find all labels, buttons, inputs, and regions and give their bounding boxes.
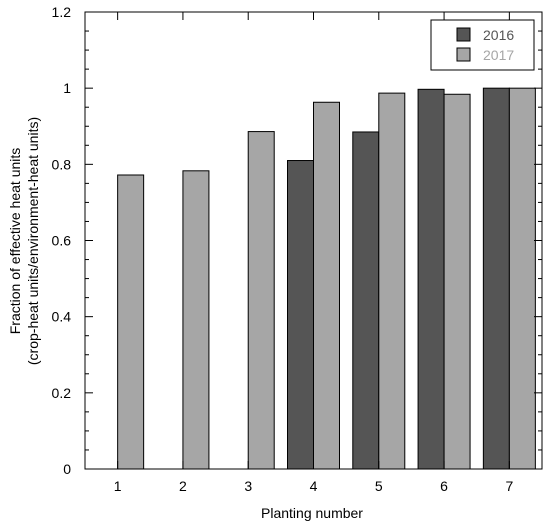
legend: 2016 2017 (430, 19, 535, 71)
legend-swatch-2016 (456, 27, 471, 42)
bar-2017-2 (182, 170, 210, 470)
legend-box (430, 19, 535, 71)
y-tick-label: 0 (63, 461, 71, 477)
bars (117, 87, 536, 470)
y-axis-ticks: 0 0.2 0.4 0.6 0.8 1 1.2 (52, 4, 542, 477)
y-axis-label-line-2: (crop-heat units/environment-heat units) (25, 117, 41, 365)
bar-2017-6 (443, 93, 471, 470)
plot-frame (84, 11, 543, 470)
x-tick-label: 2 (179, 478, 187, 494)
bar-2017-1 (117, 174, 145, 470)
bar-2017-7 (508, 87, 536, 470)
y-tick-label: 0.8 (52, 156, 72, 172)
y-axis-label-line-1: Fraction of effective heat units (7, 148, 23, 335)
bar-2016-7 (482, 87, 510, 470)
x-tick-label: 5 (375, 478, 383, 494)
x-axis-ticks: 1 2 3 4 5 6 7 (114, 12, 513, 494)
bar-2016-5 (352, 131, 380, 470)
bar-2017-5 (378, 92, 406, 470)
bar-2017-3 (247, 131, 275, 470)
y-axis-label: Fraction of effective heat units (crop-h… (7, 117, 41, 365)
legend-swatch-2017 (456, 47, 471, 62)
legend-label-2017: 2017 (483, 47, 514, 63)
x-tick-label: 7 (505, 478, 513, 494)
x-tick-label: 3 (244, 478, 252, 494)
legend-label-2016: 2016 (483, 27, 514, 43)
y-tick-label: 1 (63, 80, 71, 96)
bar-2016-6 (417, 88, 445, 470)
x-axis-label: Planting number (261, 505, 363, 521)
x-tick-label: 4 (310, 478, 318, 494)
y-tick-label: 0.6 (52, 233, 72, 249)
bar-2016-4 (287, 160, 314, 470)
y-tick-label: 0.4 (52, 309, 72, 325)
x-tick-label: 1 (114, 478, 122, 494)
x-tick-label: 6 (440, 478, 448, 494)
y-tick-label: 1.2 (52, 4, 72, 20)
bar-2017-4 (313, 101, 340, 470)
y-tick-label: 0.2 (52, 385, 72, 401)
